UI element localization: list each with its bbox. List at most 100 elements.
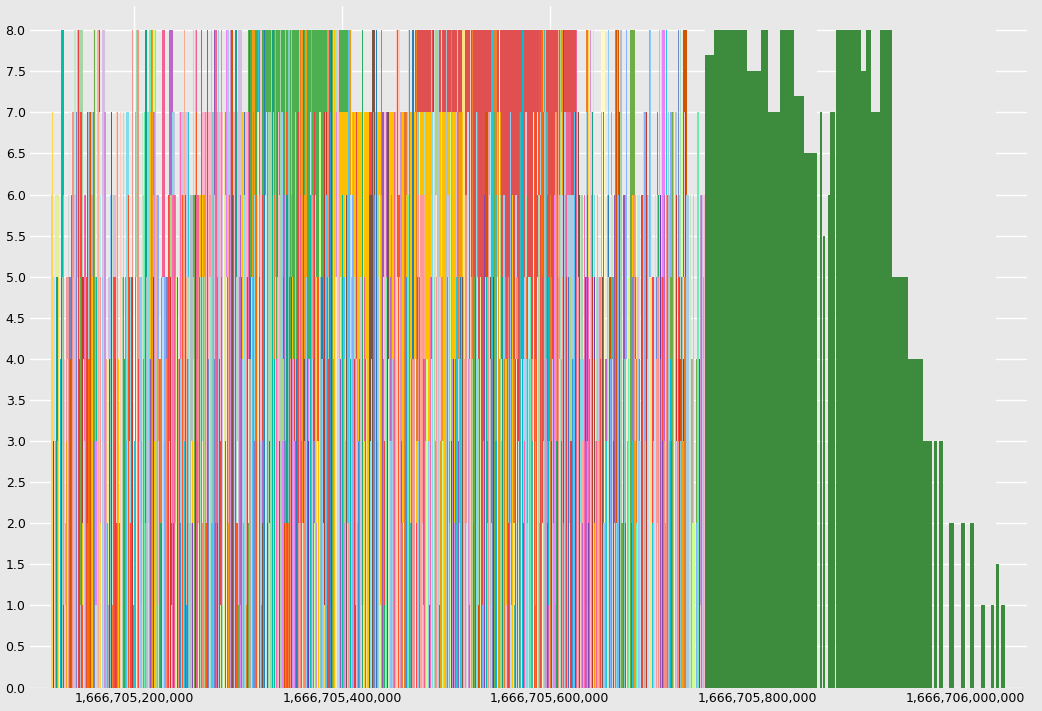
Bar <box>391 195 392 688</box>
Bar <box>162 523 166 688</box>
Bar <box>394 359 398 688</box>
Bar <box>239 441 244 688</box>
Bar <box>923 277 926 688</box>
Bar <box>662 441 663 688</box>
Bar <box>596 277 597 688</box>
Bar <box>181 359 182 688</box>
Bar <box>256 195 258 688</box>
Bar <box>991 523 994 688</box>
Bar <box>623 523 625 688</box>
Bar <box>395 277 398 688</box>
Bar <box>392 359 393 688</box>
Bar <box>59 359 63 688</box>
Bar <box>559 359 560 688</box>
Bar <box>260 441 264 688</box>
Bar <box>546 359 548 688</box>
Bar <box>200 277 206 688</box>
Bar <box>407 30 408 688</box>
Bar <box>380 30 382 688</box>
Bar <box>143 195 144 688</box>
Bar <box>593 30 594 688</box>
Bar <box>381 195 383 688</box>
Bar <box>231 30 232 688</box>
Bar <box>145 195 146 688</box>
Bar <box>215 112 217 688</box>
Bar <box>543 359 545 688</box>
Bar <box>334 30 336 688</box>
Bar <box>94 441 95 688</box>
Bar <box>616 277 617 688</box>
Bar <box>293 359 296 688</box>
Bar <box>664 523 666 688</box>
Bar <box>268 277 269 688</box>
Bar <box>238 523 389 688</box>
Bar <box>301 30 303 688</box>
Bar <box>908 6 996 359</box>
Bar <box>650 277 651 688</box>
Bar <box>104 605 106 688</box>
Bar <box>593 359 596 688</box>
Bar <box>373 523 377 688</box>
Bar <box>560 605 562 688</box>
Bar <box>488 112 491 688</box>
Bar <box>163 523 166 688</box>
Bar <box>74 195 76 688</box>
Bar <box>836 30 932 688</box>
Bar <box>152 359 153 688</box>
Bar <box>557 359 562 688</box>
Bar <box>476 112 477 688</box>
Bar <box>659 195 660 688</box>
Bar <box>383 277 388 688</box>
Bar <box>91 277 92 688</box>
Bar <box>229 195 232 688</box>
Bar <box>676 523 677 688</box>
Bar <box>291 277 293 688</box>
Bar <box>248 359 250 688</box>
Bar <box>77 30 83 688</box>
Bar <box>141 523 145 688</box>
Bar <box>653 523 656 688</box>
Bar <box>430 30 431 688</box>
Bar <box>522 30 524 688</box>
Bar <box>429 441 431 688</box>
Bar <box>404 195 406 688</box>
Bar <box>489 195 490 688</box>
Bar <box>572 523 573 688</box>
Bar <box>680 441 683 688</box>
Bar <box>175 441 177 688</box>
Bar <box>73 441 74 688</box>
Bar <box>566 359 569 688</box>
Bar <box>79 359 82 688</box>
Bar <box>153 277 154 688</box>
Bar <box>629 195 630 688</box>
Bar <box>416 30 418 688</box>
Bar <box>297 277 299 688</box>
Bar <box>172 441 174 688</box>
Bar <box>350 195 352 688</box>
Bar <box>379 605 382 688</box>
Bar <box>660 523 663 688</box>
Bar <box>199 523 200 688</box>
Bar <box>325 195 327 688</box>
Bar <box>623 195 626 688</box>
Bar <box>476 112 478 688</box>
Bar <box>109 195 111 688</box>
Bar <box>892 277 897 688</box>
Bar <box>659 277 660 688</box>
Bar <box>524 441 528 688</box>
Bar <box>215 359 217 688</box>
Bar <box>619 112 620 688</box>
Bar <box>170 195 172 688</box>
Bar <box>296 523 298 688</box>
Bar <box>961 441 965 688</box>
Bar <box>620 30 622 688</box>
Bar <box>619 605 621 688</box>
Bar <box>259 195 260 688</box>
Bar <box>669 441 670 688</box>
Bar <box>655 359 656 688</box>
Bar <box>581 605 582 688</box>
Bar <box>456 112 462 688</box>
Bar <box>492 359 493 688</box>
Bar <box>556 195 557 688</box>
Bar <box>532 359 534 688</box>
